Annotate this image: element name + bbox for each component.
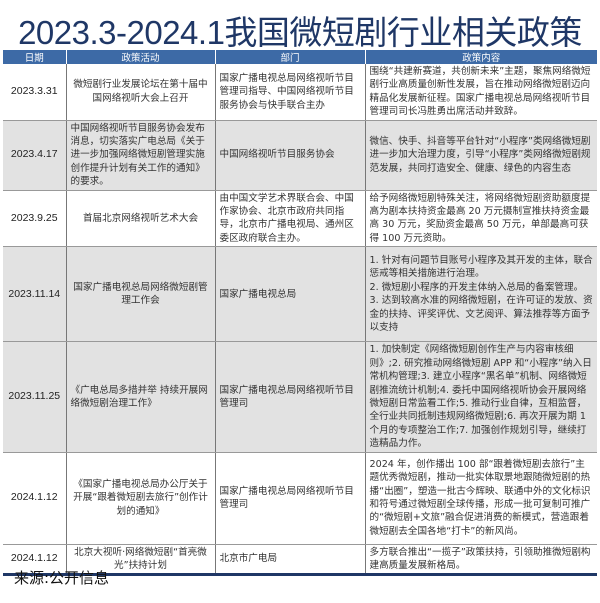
cell-content: 围绕“共建新赛道，共创新未来”主题，聚焦网络微短剧行业高质量创新性发展，旨在推动… xyxy=(365,64,597,121)
table-row: 2023.4.17 中国网络视听节目服务协会发布消息，切实落实广电总局《关于进一… xyxy=(3,120,597,191)
cell-content: 1. 针对有问题节目账号小程序及其开发的主体，联合惩戒等相关措施进行治理。 2.… xyxy=(365,246,597,343)
table-row: 2023.11.14 国家广播电视总局网络微短剧管理工作会 国家广播电视总局 1… xyxy=(3,246,597,343)
table-row: 2024.1.12 北京大视听·网络微短剧“首亮微光”扶持计划 北京市广电局 多… xyxy=(3,544,597,577)
cell-activity: 中国网络视听节目服务协会发布消息，切实落实广电总局《关于进一步加强网络微短剧管理… xyxy=(66,120,216,191)
cell-department: 国家广播电视总局网络视听节目管理司 xyxy=(215,452,366,545)
source-note: 来源:公开信息 xyxy=(14,569,110,587)
cell-activity: 国家广播电视总局网络微短剧管理工作会 xyxy=(66,246,216,343)
cell-content: 2024 年，创作播出 100 部“跟着微短剧去旅行”主题优秀微短剧，推动一批实… xyxy=(365,452,597,545)
cell-department: 北京市广电局 xyxy=(215,544,366,577)
cell-content: 多方联合推出“一揽子”政策扶持，引领助推微短剧构建高质量发展新格局。 xyxy=(365,544,597,577)
cell-activity: 首届北京网络视听艺术大会 xyxy=(66,190,216,248)
cell-date: 2024.1.12 xyxy=(3,452,67,545)
cell-activity: 《广电总局多措并举 持续开展网络微短剧治理工作》 xyxy=(66,341,216,453)
cell-department: 国家广播电视总局 xyxy=(215,246,366,343)
content-item: 1. 针对有问题节目账号小程序及其开发的主体，联合惩戒等相关措施进行治理。 xyxy=(369,255,593,280)
cell-department: 由中国文学艺术界联合会、中国作家协会、北京市政府共同指导，北京市广播电视局、通州… xyxy=(215,190,366,248)
cell-department: 中国网络视听节目服务协会 xyxy=(215,120,366,191)
table-row: 2024.1.12 《国家广播电视总局办公厅关于开展“跟着微短剧去旅行”创作计划… xyxy=(3,452,597,545)
policy-table: 日期 政策活动 部门 政策内容 2023.3.31 微短剧行业发展论坛在第十届中… xyxy=(3,50,597,577)
content-item: 2. 微短剧小程序的开发主体纳入总局的备案管理。 xyxy=(369,281,584,293)
cell-activity: 北京大视听·网络微短剧“首亮微光”扶持计划 xyxy=(66,544,216,577)
cell-date: 2024.1.12 xyxy=(3,544,67,577)
cell-date: 2023.3.31 xyxy=(3,64,67,121)
page-title: 2023.3-2024.1我国微短剧行业相关政策 xyxy=(18,14,582,51)
cell-department: 国家广播电视总局网络视听节目管理司 xyxy=(215,341,366,453)
header-date: 日期 xyxy=(3,50,67,64)
header-department: 部门 xyxy=(215,50,366,64)
cell-activity: 微短剧行业发展论坛在第十届中国网络视听大会上召开 xyxy=(66,64,216,121)
cell-date: 2023.11.14 xyxy=(3,246,67,343)
cell-date: 2023.4.17 xyxy=(3,120,67,191)
content-item: 3. 达到较高水准的网络微短剧，在许可证的发放、资金的扶持、评奖评优、文艺阅评、… xyxy=(369,295,593,334)
table-row: 2023.9.25 首届北京网络视听艺术大会 由中国文学艺术界联合会、中国作家协… xyxy=(3,190,597,248)
table-row: 2023.11.25 《广电总局多措并举 持续开展网络微短剧治理工作》 国家广播… xyxy=(3,341,597,453)
cell-activity: 《国家广播电视总局办公厅关于开展“跟着微短剧去旅行”创作计划的通知》 xyxy=(66,452,216,545)
cell-date: 2023.9.25 xyxy=(3,190,67,248)
cell-content: 1. 加快制定《网络微短剧创作生产与内容审核细则》;2. 研究推动网络微短剧 A… xyxy=(365,341,597,453)
table-row: 2023.3.31 微短剧行业发展论坛在第十届中国网络视听大会上召开 国家广播电… xyxy=(3,64,597,121)
cell-content: 给予网络微短剧特殊关注，将网络微短剧资助额度提高为剧本扶持资金最高 20 万元摄… xyxy=(365,190,597,248)
header-activity: 政策活动 xyxy=(66,50,216,64)
cell-date: 2023.11.25 xyxy=(3,341,67,453)
table-header-row: 日期 政策活动 部门 政策内容 xyxy=(3,50,597,64)
cell-department: 国家广播电视总局网络视听节目管理司指导、中国网络视听节目服务协会与快手联合主办 xyxy=(215,64,366,121)
header-content: 政策内容 xyxy=(365,50,597,64)
cell-content: 微信、快手、抖音等平台针对“小程序”类网络微短剧进一步加大治理力度，引导“小程序… xyxy=(365,120,597,191)
